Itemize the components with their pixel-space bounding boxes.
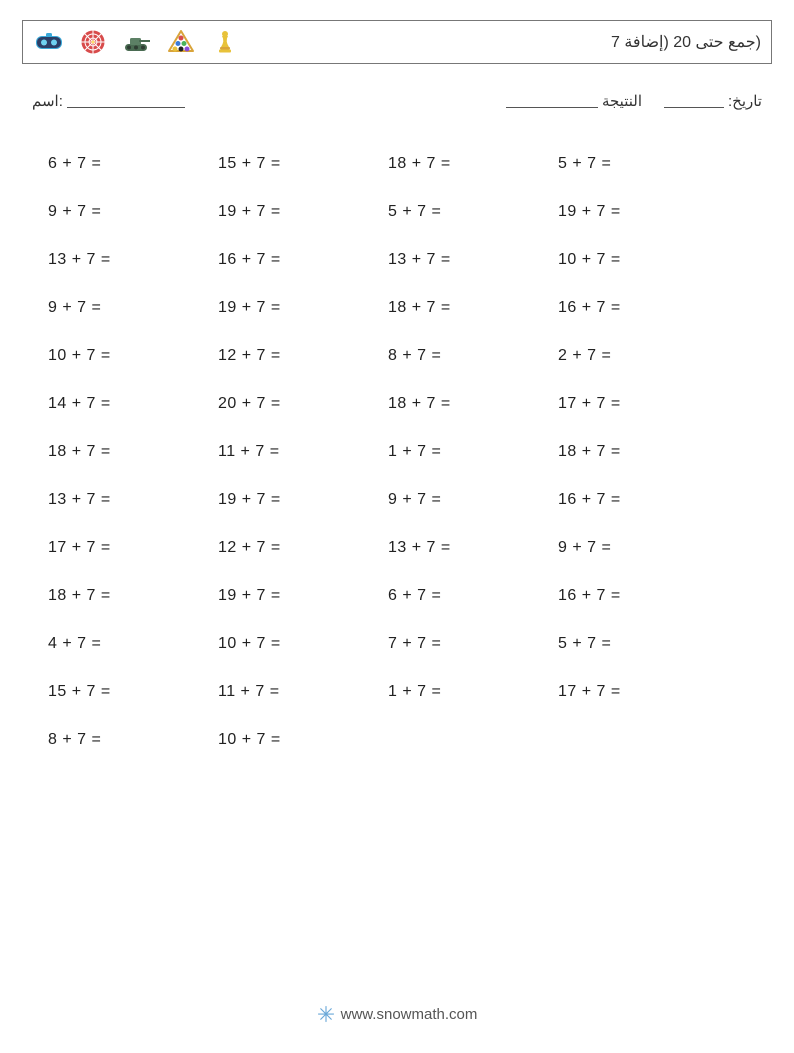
- date-blank: [664, 94, 724, 108]
- problem-cell: 1 + 7 =: [384, 443, 554, 461]
- problem-cell: 18 + 7 =: [554, 443, 724, 461]
- problem-cell: 15 + 7 =: [214, 155, 384, 173]
- problem-cell: 13 + 7 =: [44, 491, 214, 509]
- problem-cell: 10 + 7 =: [554, 251, 724, 269]
- problem-row: 9 + 7 =19 + 7 =18 + 7 =16 + 7 =: [44, 284, 750, 332]
- problem-cell: 13 + 7 =: [44, 251, 214, 269]
- billiards-icon: [165, 26, 197, 58]
- problem-row: 18 + 7 =19 + 7 =6 + 7 =16 + 7 =: [44, 572, 750, 620]
- problem-row: 17 + 7 =12 + 7 =13 + 7 =9 + 7 =: [44, 524, 750, 572]
- problem-cell: 4 + 7 =: [44, 635, 214, 653]
- problem-cell: 1 + 7 =: [384, 683, 554, 701]
- problem-cell: 19 + 7 =: [214, 491, 384, 509]
- name-blank: [67, 94, 185, 108]
- problem-cell: 9 + 7 =: [44, 203, 214, 221]
- footer: www.snowmath.com: [0, 1005, 794, 1023]
- problem-cell: 19 + 7 =: [554, 203, 724, 221]
- problem-row: 8 + 7 =10 + 7 =: [44, 716, 750, 764]
- snowflake-icon: [317, 1005, 335, 1023]
- problem-cell: 11 + 7 =: [214, 443, 384, 461]
- problem-cell: 17 + 7 =: [554, 683, 724, 701]
- problem-row: 9 + 7 =19 + 7 =5 + 7 =19 + 7 =: [44, 188, 750, 236]
- problem-cell: 16 + 7 =: [554, 587, 724, 605]
- vr-headset-icon: [33, 26, 65, 58]
- problem-cell: 19 + 7 =: [214, 299, 384, 317]
- problem-cell: 19 + 7 =: [214, 587, 384, 605]
- problem-cell: 15 + 7 =: [44, 683, 214, 701]
- problem-cell: 17 + 7 =: [554, 395, 724, 413]
- dartboard-icon: [77, 26, 109, 58]
- problem-cell: 13 + 7 =: [384, 251, 554, 269]
- problem-cell: 18 + 7 =: [384, 299, 554, 317]
- score-blank: [506, 94, 598, 108]
- problem-cell: 8 + 7 =: [384, 347, 554, 365]
- name-field: اسم:: [32, 92, 185, 110]
- problem-cell: 18 + 7 =: [44, 443, 214, 461]
- problem-row: 13 + 7 =19 + 7 =9 + 7 =16 + 7 =: [44, 476, 750, 524]
- problem-cell: 12 + 7 =: [214, 539, 384, 557]
- problem-row: 4 + 7 =10 + 7 =7 + 7 =5 + 7 =: [44, 620, 750, 668]
- problem-cell: 8 + 7 =: [44, 731, 214, 749]
- problem-cell: 11 + 7 =: [214, 683, 384, 701]
- date-field: :تاريخ: [664, 92, 762, 110]
- problem-cell: 2 + 7 =: [554, 347, 724, 365]
- problem-row: 14 + 7 =20 + 7 =18 + 7 =17 + 7 =: [44, 380, 750, 428]
- footer-site: www.snowmath.com: [341, 1006, 478, 1023]
- problem-cell: 18 + 7 =: [384, 155, 554, 173]
- score-label: النتيجة: [602, 93, 642, 110]
- problem-cell: 6 + 7 =: [384, 587, 554, 605]
- problems-grid: 6 + 7 =15 + 7 =18 + 7 =5 + 7 =9 + 7 =19 …: [44, 140, 750, 764]
- problem-cell: 7 + 7 =: [384, 635, 554, 653]
- date-label: :تاريخ: [728, 93, 762, 110]
- problem-row: 18 + 7 =11 + 7 =1 + 7 =18 + 7 =: [44, 428, 750, 476]
- problem-cell: 9 + 7 =: [44, 299, 214, 317]
- problem-cell: 9 + 7 =: [554, 539, 724, 557]
- problem-cell: 5 + 7 =: [554, 635, 724, 653]
- chess-piece-icon: [209, 26, 241, 58]
- problem-cell: 18 + 7 =: [44, 587, 214, 605]
- tank-icon: [121, 26, 153, 58]
- problem-row: 13 + 7 =16 + 7 =13 + 7 =10 + 7 =: [44, 236, 750, 284]
- problem-cell: 10 + 7 =: [44, 347, 214, 365]
- problem-cell: 17 + 7 =: [44, 539, 214, 557]
- problem-cell: 6 + 7 =: [44, 155, 214, 173]
- problem-cell: 16 + 7 =: [214, 251, 384, 269]
- problem-row: 6 + 7 =15 + 7 =18 + 7 =5 + 7 =: [44, 140, 750, 188]
- problem-cell: 12 + 7 =: [214, 347, 384, 365]
- problem-cell: 14 + 7 =: [44, 395, 214, 413]
- problem-cell: 16 + 7 =: [554, 491, 724, 509]
- worksheet-title: (جمع حتى 20 (إضافة 7: [611, 32, 761, 52]
- problem-cell: 5 + 7 =: [554, 155, 724, 173]
- score-field: النتيجة: [506, 92, 642, 110]
- info-row: اسم: النتيجة :تاريخ: [22, 92, 772, 116]
- problem-cell: 10 + 7 =: [214, 731, 384, 749]
- problem-row: 15 + 7 =11 + 7 =1 + 7 =17 + 7 =: [44, 668, 750, 716]
- problem-cell: 20 + 7 =: [214, 395, 384, 413]
- header-icons: [33, 26, 241, 58]
- problem-cell: 9 + 7 =: [384, 491, 554, 509]
- problem-cell: 16 + 7 =: [554, 299, 724, 317]
- problem-cell: 5 + 7 =: [384, 203, 554, 221]
- problem-cell: 10 + 7 =: [214, 635, 384, 653]
- problem-cell: 18 + 7 =: [384, 395, 554, 413]
- problem-cell: 19 + 7 =: [214, 203, 384, 221]
- name-label: اسم:: [32, 93, 63, 110]
- problem-cell: 13 + 7 =: [384, 539, 554, 557]
- problem-row: 10 + 7 =12 + 7 =8 + 7 =2 + 7 =: [44, 332, 750, 380]
- header-box: (جمع حتى 20 (إضافة 7: [22, 20, 772, 64]
